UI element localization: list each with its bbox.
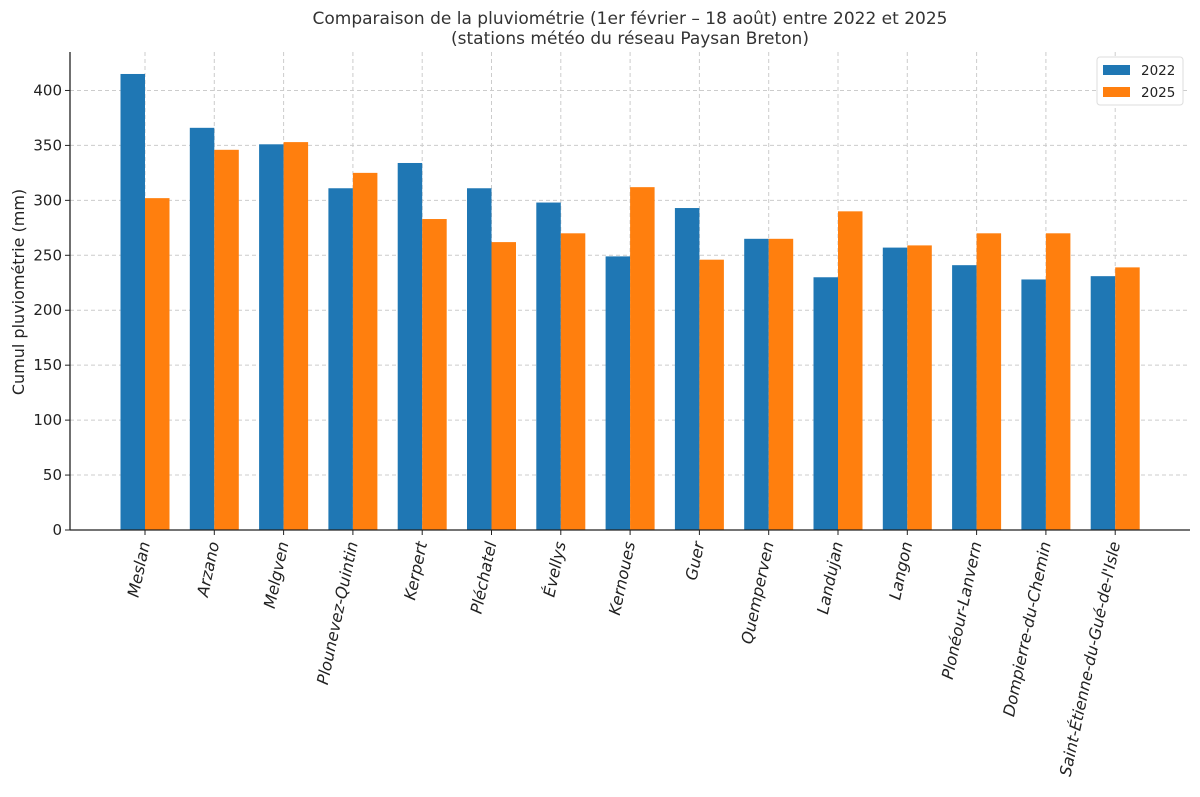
bar-2025-2 bbox=[283, 142, 309, 530]
x-tick-label: Saint-Étienne-du-Gué-de-l'Isle bbox=[1056, 540, 1124, 778]
bar-2025-4 bbox=[422, 219, 447, 531]
bar-2025-1 bbox=[214, 149, 239, 530]
bar-2025-6 bbox=[560, 233, 586, 530]
x-tick-label: Pléchatel bbox=[467, 539, 501, 615]
legend-label-2025: 2025 bbox=[1141, 85, 1175, 101]
bar-2025-8 bbox=[699, 259, 724, 530]
bar-2025-10 bbox=[838, 211, 863, 531]
bar-2022-3 bbox=[328, 188, 353, 530]
x-tick-label: Guer bbox=[682, 538, 709, 581]
x-tick-label: Plounevez-Quintin bbox=[313, 540, 362, 686]
x-tick-label: Quemperven bbox=[737, 540, 777, 646]
bar-2025-13 bbox=[1045, 233, 1071, 530]
bar-2022-0 bbox=[120, 73, 145, 530]
bars-layer bbox=[120, 73, 1140, 531]
y-axis-label: Cumul pluviométrie (mm) bbox=[9, 189, 28, 395]
x-tick-labels: Meslan Arzano Melgven Plounevez-Quintin Kerp… bbox=[124, 538, 1125, 777]
bar-2025-14 bbox=[1115, 267, 1140, 530]
legend-swatch-2022 bbox=[1103, 65, 1130, 75]
bar-2022-10 bbox=[813, 277, 838, 530]
legend: 2022 2025 bbox=[1096, 56, 1184, 106]
x-tick-label: Plonéour-Lanvern bbox=[938, 540, 986, 681]
x-tick-label: Dompierre-du-Chemin bbox=[999, 540, 1055, 718]
bar-2025-7 bbox=[630, 187, 655, 530]
bar-2025-3 bbox=[352, 172, 378, 530]
x-tick-label: Langon bbox=[885, 540, 916, 602]
bar-2022-7 bbox=[605, 256, 631, 530]
y-tick-label: 200 bbox=[33, 301, 62, 319]
bar-2022-8 bbox=[674, 208, 700, 530]
y-tick-label: 50 bbox=[43, 466, 62, 484]
x-tick-label: Kernoues bbox=[605, 540, 639, 617]
x-tick-label: Arzano bbox=[193, 540, 223, 600]
bar-2022-5 bbox=[467, 188, 492, 530]
bar-2022-13 bbox=[1021, 279, 1046, 530]
bar-2025-5 bbox=[491, 242, 516, 531]
bar-2022-9 bbox=[744, 238, 769, 530]
bar-2022-6 bbox=[536, 202, 561, 530]
bar-2025-12 bbox=[976, 233, 1002, 530]
bar-2025-9 bbox=[768, 238, 794, 530]
bar-2022-11 bbox=[882, 247, 908, 530]
bar-2025-11 bbox=[907, 245, 932, 530]
legend-label-2022: 2022 bbox=[1141, 63, 1175, 79]
x-tick-label: Landujan bbox=[813, 540, 847, 616]
chart-subtitle: (stations météo du réseau Paysan Breton) bbox=[451, 29, 809, 49]
axes-layer bbox=[65, 52, 1190, 535]
legend-swatch-2025 bbox=[1103, 87, 1130, 97]
bar-2022-2 bbox=[259, 144, 284, 530]
y-tick-label: 350 bbox=[33, 136, 62, 154]
x-tick-label: Kerpert bbox=[400, 539, 431, 602]
bar-2022-12 bbox=[952, 265, 977, 530]
bar-2022-14 bbox=[1090, 276, 1116, 530]
y-tick-label: 100 bbox=[33, 411, 62, 429]
y-tick-label: 0 bbox=[52, 521, 62, 539]
bar-2025-0 bbox=[145, 198, 170, 530]
chart-title: Comparaison de la pluviométrie (1er févr… bbox=[313, 9, 948, 29]
x-tick-label: Melgven bbox=[260, 540, 293, 610]
bar-2022-4 bbox=[397, 162, 423, 531]
x-tick-label: Meslan bbox=[124, 540, 154, 599]
y-tick-label: 150 bbox=[33, 356, 62, 374]
y-tick-label: 400 bbox=[33, 81, 62, 99]
x-tick-label: Évellys bbox=[539, 540, 569, 599]
y-tick-label: 300 bbox=[33, 191, 62, 209]
y-tick-label: 250 bbox=[33, 246, 62, 264]
y-tick-labels: 0 50 100 150 200 250 300 350 400 bbox=[33, 81, 62, 539]
bar-2022-1 bbox=[189, 127, 215, 531]
